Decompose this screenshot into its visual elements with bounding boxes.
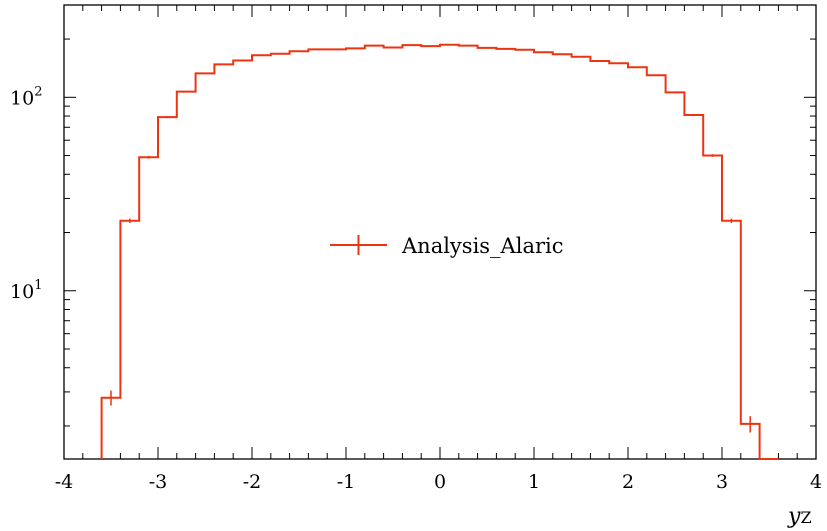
y-tick-label: 102 bbox=[10, 84, 42, 109]
x-tick-label: -4 bbox=[55, 471, 74, 493]
x-axis-title-main: y bbox=[787, 504, 801, 529]
x-axis-title: yZ bbox=[787, 504, 812, 529]
y-tick-label-base: 10 bbox=[10, 281, 34, 303]
x-tick-label: 4 bbox=[810, 471, 822, 493]
x-tick-label: -2 bbox=[243, 471, 262, 493]
legend-label: Analysis_Alaric bbox=[401, 234, 563, 258]
x-tick-label: 0 bbox=[434, 471, 446, 493]
x-tick-label: 3 bbox=[716, 471, 728, 493]
series-step-line bbox=[100, 43, 779, 460]
plot-frame bbox=[63, 4, 817, 460]
y-tick-label-exponent: 2 bbox=[34, 84, 42, 99]
x-tick-label: 1 bbox=[528, 471, 540, 493]
y-tick-label-base: 10 bbox=[10, 87, 34, 109]
y-tick-label: 101 bbox=[10, 278, 42, 303]
axis-ticks bbox=[63, 4, 817, 459]
x-tick-label: -3 bbox=[149, 471, 168, 493]
x-tick-label: 2 bbox=[622, 471, 634, 493]
series-group bbox=[100, 43, 779, 460]
x-tick-labels: -4 -3 -2 -1 0 1 2 3 4 bbox=[55, 471, 822, 493]
legend: Analysis_Alaric bbox=[330, 234, 563, 258]
x-axis-title-sub: Z bbox=[800, 508, 811, 527]
y-tick-label-exponent: 1 bbox=[34, 278, 42, 293]
x-tick-label: -1 bbox=[337, 471, 356, 493]
